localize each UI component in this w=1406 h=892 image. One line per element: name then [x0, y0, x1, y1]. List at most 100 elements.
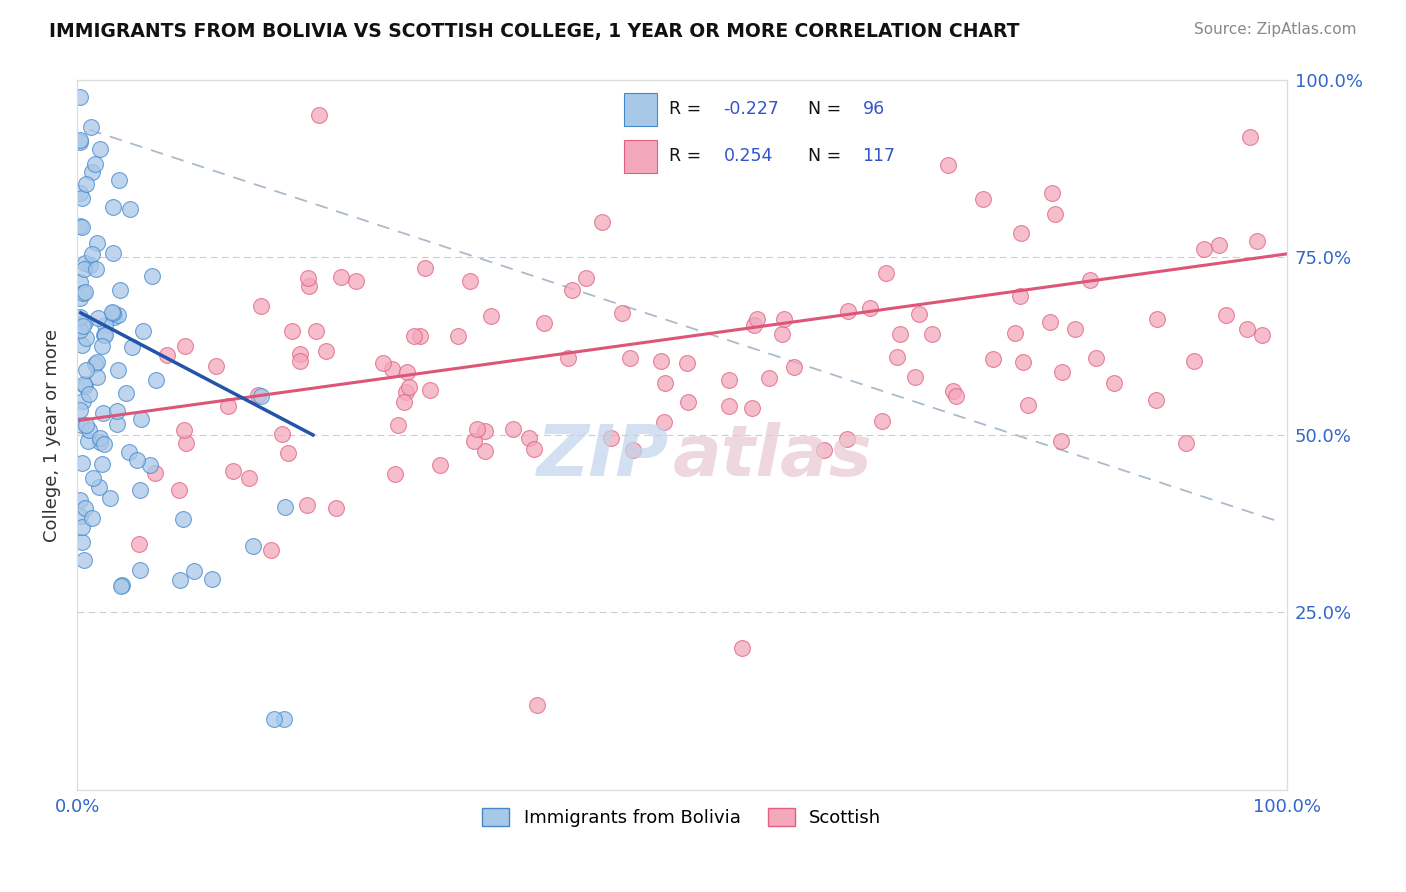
Point: [87, 311, 110, 326]
Point: [288, 354, 311, 368]
Point: [205, 359, 228, 373]
Point: [120, 202, 142, 217]
Point: [84, 262, 107, 277]
Point: [129, 563, 152, 577]
Point: [972, 192, 994, 206]
Point: [402, 329, 425, 343]
Point: [73, 500, 96, 515]
Point: [409, 329, 432, 343]
Point: [100, 304, 122, 318]
Point: [69, 90, 91, 104]
Point: [770, 327, 793, 342]
Text: -0.227: -0.227: [724, 101, 779, 119]
Point: [654, 376, 676, 391]
Bar: [624, 140, 657, 173]
Point: [1078, 272, 1101, 286]
Text: 117: 117: [862, 147, 896, 165]
Point: [263, 712, 285, 726]
Text: N =: N =: [808, 101, 846, 119]
Point: [1251, 328, 1274, 343]
Point: [89, 434, 111, 449]
Point: [128, 537, 150, 551]
Point: [463, 434, 485, 449]
Point: [1085, 351, 1108, 365]
Point: [1012, 354, 1035, 368]
Point: [69, 186, 91, 200]
Point: [837, 304, 859, 318]
Point: [84, 357, 107, 371]
Point: [675, 356, 697, 370]
Point: [94, 318, 117, 332]
Point: [94, 327, 117, 342]
Point: [70, 456, 93, 470]
Point: [77, 434, 100, 449]
Point: [344, 274, 367, 288]
Point: [127, 452, 149, 467]
Point: [183, 564, 205, 578]
Point: [72, 286, 94, 301]
Point: [155, 347, 177, 361]
Point: [381, 362, 404, 376]
Point: [250, 299, 273, 313]
Point: [467, 422, 489, 436]
Point: [77, 423, 100, 437]
Point: [103, 245, 125, 260]
Point: [101, 305, 124, 319]
Point: [114, 386, 136, 401]
Point: [69, 133, 91, 147]
Point: [75, 418, 97, 433]
Point: [103, 310, 125, 324]
Point: [73, 261, 96, 276]
Point: [138, 458, 160, 473]
Text: N =: N =: [808, 147, 846, 165]
Point: [1010, 289, 1032, 303]
Point: [773, 312, 796, 326]
Point: [93, 406, 115, 420]
Legend: Immigrants from Bolivia, Scottish: Immigrants from Bolivia, Scottish: [475, 800, 889, 834]
Point: [72, 319, 94, 334]
Point: [169, 573, 191, 587]
Point: [517, 431, 540, 445]
Point: [86, 369, 108, 384]
Point: [758, 371, 780, 385]
Point: [75, 255, 97, 269]
Point: [1192, 242, 1215, 256]
Point: [117, 445, 139, 459]
Point: [384, 467, 406, 481]
Text: IMMIGRANTS FROM BOLIVIA VS SCOTTISH COLLEGE, 1 YEAR OR MORE CORRELATION CHART: IMMIGRANTS FROM BOLIVIA VS SCOTTISH COLL…: [49, 22, 1019, 41]
Point: [392, 394, 415, 409]
Point: [460, 274, 482, 288]
Point: [315, 343, 337, 358]
Point: [889, 326, 911, 341]
Point: [277, 445, 299, 459]
Point: [526, 698, 548, 712]
Point: [103, 200, 125, 214]
Point: [86, 355, 108, 369]
Point: [69, 275, 91, 289]
Point: [908, 307, 931, 321]
Point: [718, 399, 741, 413]
Point: [174, 435, 197, 450]
Point: [561, 283, 583, 297]
Point: [105, 404, 128, 418]
Point: [141, 268, 163, 283]
Point: [222, 464, 245, 478]
Point: [886, 350, 908, 364]
Point: [574, 271, 596, 285]
Point: [557, 351, 579, 365]
Point: [502, 422, 524, 436]
Point: [111, 578, 134, 592]
Point: [98, 491, 121, 506]
Point: [650, 354, 672, 368]
Point: [69, 135, 91, 149]
Point: [813, 442, 835, 457]
Point: [69, 219, 91, 233]
Bar: [624, 93, 657, 126]
Point: [652, 415, 675, 429]
Point: [82, 510, 104, 524]
Point: [305, 325, 328, 339]
Point: [718, 373, 741, 387]
Point: [217, 400, 239, 414]
Point: [591, 215, 613, 229]
Point: [271, 426, 294, 441]
